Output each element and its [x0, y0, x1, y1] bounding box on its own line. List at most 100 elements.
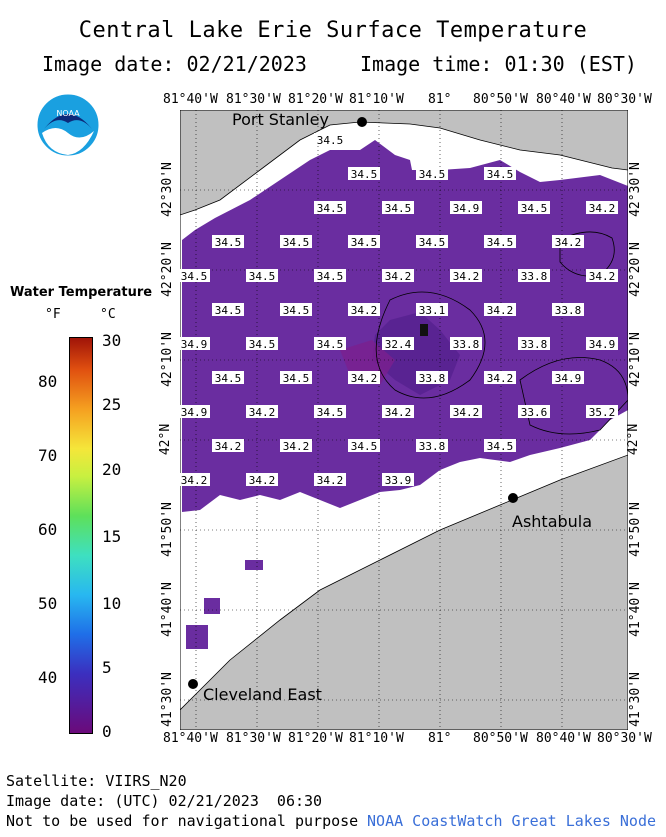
lat-label: 41°50'N [159, 502, 175, 557]
noaa-logo: NOAA [36, 93, 100, 157]
lat-label: 42°20'N [159, 242, 175, 297]
satellite-info: Satellite: VIIRS_N20 [6, 772, 187, 790]
svg-text:34.2: 34.2 [215, 440, 242, 453]
temperature-label: 34.2 [484, 303, 516, 317]
temperature-label: 34.2 [450, 269, 482, 283]
svg-text:34.2: 34.2 [487, 372, 514, 385]
temperature-label: 34.5 [416, 167, 448, 181]
map-title: Central Lake Erie Surface Temperature [78, 18, 588, 43]
temperature-label: 34.2 [586, 269, 618, 283]
svg-text:33.9: 33.9 [385, 474, 412, 487]
svg-text:34.5: 34.5 [317, 202, 344, 215]
temperature-label: 34.5 [484, 439, 516, 453]
svg-text:34.9: 34.9 [453, 202, 480, 215]
c-tick: 0 [102, 722, 112, 741]
temperature-label: 34.5 [484, 235, 516, 249]
svg-text:33.8: 33.8 [419, 372, 446, 385]
utc-date: Image date: (UTC) 02/21/2023 06:30 [6, 792, 323, 810]
svg-text:34.5: 34.5 [283, 304, 310, 317]
c-tick: 20 [102, 460, 122, 479]
svg-text:34.2: 34.2 [589, 202, 616, 215]
temperature-label: 33.9 [382, 473, 414, 487]
lat-label: 42°N [158, 423, 174, 456]
svg-text:34.2: 34.2 [317, 474, 344, 487]
svg-text:NOAA: NOAA [56, 109, 80, 118]
svg-text:34.5: 34.5 [249, 270, 276, 283]
ashtabula-marker [508, 493, 518, 503]
isotherm [559, 231, 615, 277]
temperature-label: 34.5 [314, 133, 346, 147]
temperature-label: 33.1 [416, 303, 448, 317]
lon-label: 80°30'W [597, 731, 652, 746]
cleveland-east-marker [188, 679, 198, 689]
svg-text:35.2: 35.2 [589, 406, 616, 419]
lat-label: 42°30'N [159, 162, 175, 217]
svg-text:34.5: 34.5 [249, 338, 276, 351]
temperature-label: 33.8 [416, 439, 448, 453]
temperature-label: 34.5 [280, 303, 312, 317]
svg-text:34.5: 34.5 [419, 236, 446, 249]
svg-text:34.2: 34.2 [249, 474, 276, 487]
temperature-label: 34.5 [212, 235, 244, 249]
temperature-label: 33.8 [518, 269, 550, 283]
svg-text:34.2: 34.2 [453, 406, 480, 419]
svg-text:34.5: 34.5 [215, 236, 242, 249]
svg-text:34.2: 34.2 [385, 270, 412, 283]
water-patch [245, 560, 263, 570]
temperature-label: 34.2 [246, 473, 278, 487]
temperature-label: 34.9 [180, 405, 210, 419]
temperature-label: 33.6 [518, 405, 550, 419]
data-gap [420, 324, 428, 336]
lon-label: 81°30'W [226, 92, 281, 107]
temperature-label: 34.2 [382, 405, 414, 419]
temperature-label: 34.2 [246, 405, 278, 419]
temperature-label: 33.8 [416, 371, 448, 385]
temperature-label: 34.9 [552, 371, 584, 385]
lon-label: 81°20'W [288, 92, 343, 107]
temperature-label: 33.8 [518, 337, 550, 351]
svg-text:34.5: 34.5 [283, 372, 310, 385]
lat-label: 42°30'N [627, 162, 643, 217]
c-tick: 15 [102, 527, 122, 546]
north-shore-land [180, 110, 628, 216]
lon-label: 81°10'W [349, 92, 404, 107]
temperature-label: 34.5 [348, 167, 380, 181]
lon-label: 80°50'W [473, 731, 528, 746]
lon-label: 80°40'W [536, 92, 591, 107]
svg-text:34.5: 34.5 [215, 372, 242, 385]
svg-text:34.2: 34.2 [487, 304, 514, 317]
lat-label: 41°40'N [627, 582, 643, 637]
svg-text:33.8: 33.8 [521, 338, 548, 351]
temperature-label: 34.2 [280, 439, 312, 453]
lake-map: 34.5 34.5 34.5 34.5 34.5 34.5 34.9 34.5 34.2 34.5… [180, 110, 628, 730]
lat-label: 41°50'N [627, 502, 643, 557]
temperature-label: 34.2 [180, 473, 210, 487]
lon-label: 81° [428, 92, 452, 107]
lon-label: 80°30'W [597, 92, 652, 107]
image-date: Image date: 02/21/2023 [42, 52, 307, 76]
svg-text:34.2: 34.2 [589, 270, 616, 283]
svg-text:34.5: 34.5 [317, 270, 344, 283]
lat-label: 42°10'N [627, 332, 643, 387]
temperature-label: 34.5 [246, 337, 278, 351]
svg-text:34.5: 34.5 [351, 236, 378, 249]
temperature-label: 34.5 [280, 235, 312, 249]
temperature-label: 34.5 [280, 371, 312, 385]
temperature-label: 34.5 [518, 201, 550, 215]
temperature-label: 34.2 [212, 439, 244, 453]
svg-text:34.5: 34.5 [317, 134, 344, 147]
svg-text:34.5: 34.5 [317, 338, 344, 351]
svg-text:33.1: 33.1 [419, 304, 446, 317]
temperature-label: 34.5 [246, 269, 278, 283]
lat-label: 42°20'N [627, 242, 643, 297]
temperature-label: 34.9 [586, 337, 618, 351]
temperature-label: 34.2 [484, 371, 516, 385]
lat-label: 42°10'N [159, 332, 175, 387]
lon-label: 81°30'W [226, 731, 281, 746]
svg-text:34.5: 34.5 [521, 202, 548, 215]
lon-label: 81°20'W [288, 731, 343, 746]
temperature-label: 34.2 [586, 201, 618, 215]
temperature-label: 34.5 [314, 337, 346, 351]
f-tick: 60 [38, 520, 58, 539]
svg-text:34.5: 34.5 [181, 270, 208, 283]
